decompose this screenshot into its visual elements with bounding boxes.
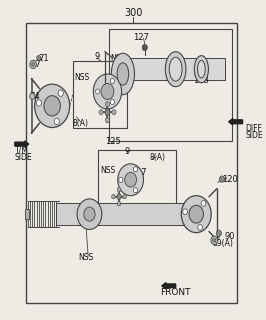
Text: 125: 125 [105,137,120,146]
Text: 89(A): 89(A) [213,239,234,248]
Circle shape [181,196,211,233]
Circle shape [219,176,225,182]
Text: 127: 127 [133,33,149,42]
Bar [26,23,237,303]
Circle shape [44,96,60,116]
Ellipse shape [111,53,135,95]
Text: 90: 90 [225,232,235,241]
Circle shape [99,110,103,115]
Bar [56,203,196,225]
FancyArrow shape [162,283,176,289]
Circle shape [77,199,102,229]
Text: 9: 9 [124,147,129,156]
FancyArrow shape [15,141,29,147]
Circle shape [117,194,121,199]
Text: 8(A): 8(A) [150,153,166,162]
Circle shape [198,224,202,230]
Text: 71: 71 [38,53,48,62]
Ellipse shape [117,63,129,85]
Circle shape [123,195,127,199]
Ellipse shape [165,52,186,87]
Circle shape [183,209,188,215]
Text: SIDE: SIDE [15,153,32,162]
Circle shape [118,164,143,196]
Text: NSS: NSS [78,253,93,262]
Polygon shape [114,58,225,80]
Bar [73,61,127,128]
Text: 8(A): 8(A) [72,119,89,128]
FancyArrow shape [229,119,243,125]
Bar [109,29,232,141]
Circle shape [211,236,218,244]
Circle shape [110,100,114,105]
Circle shape [125,172,136,187]
Text: 120: 120 [222,175,238,184]
Circle shape [105,118,110,123]
Text: 74: 74 [29,92,40,101]
Circle shape [112,195,115,199]
Circle shape [117,188,121,192]
Circle shape [134,188,138,193]
Text: 9: 9 [94,52,100,61]
Circle shape [54,118,59,124]
Circle shape [213,238,216,242]
Text: 300: 300 [124,8,142,19]
Circle shape [84,207,95,221]
Text: 87: 87 [30,60,41,69]
Ellipse shape [194,56,209,83]
Text: T/M: T/M [15,146,29,155]
Circle shape [112,110,116,115]
Circle shape [58,90,63,96]
Text: SIDE: SIDE [245,131,263,140]
Text: DIFF: DIFF [245,124,262,132]
Circle shape [93,74,122,109]
Text: 17: 17 [113,74,123,83]
Bar [98,150,176,214]
Text: 103: 103 [193,76,209,85]
Circle shape [32,62,35,66]
Circle shape [105,102,110,107]
Ellipse shape [169,57,182,81]
Circle shape [35,84,70,127]
Circle shape [189,205,203,223]
Circle shape [36,100,41,106]
Circle shape [30,93,35,100]
Circle shape [96,89,100,94]
Circle shape [119,177,123,182]
Bar [25,209,29,219]
Circle shape [110,78,114,84]
Circle shape [30,60,36,68]
Circle shape [101,84,114,100]
Ellipse shape [198,60,205,78]
Text: NSS: NSS [100,166,115,175]
Circle shape [201,201,206,206]
Text: 17: 17 [136,168,146,177]
Circle shape [134,167,138,172]
Text: FRONT: FRONT [160,288,191,297]
Text: NSS: NSS [74,73,89,82]
Circle shape [105,109,110,116]
Circle shape [37,55,41,60]
Circle shape [216,230,222,236]
Text: NSS: NSS [110,53,125,62]
Circle shape [142,44,147,51]
Circle shape [117,201,121,206]
